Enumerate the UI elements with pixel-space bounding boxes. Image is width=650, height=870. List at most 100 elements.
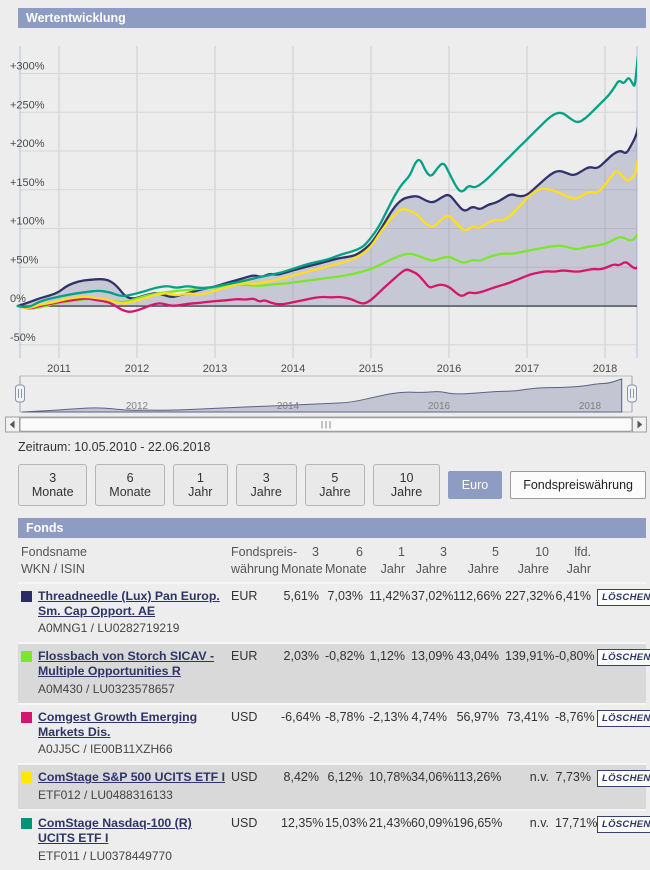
fund-performance-value: 6,41%: [555, 588, 591, 603]
delete-fund-button[interactable]: LÖSCHEN: [597, 588, 650, 606]
fonds-title: Fonds: [26, 521, 64, 535]
delete-fund-button[interactable]: LÖSCHEN: [597, 770, 650, 788]
fund-currency: USD: [231, 816, 258, 830]
delete-fund-button[interactable]: LÖSCHEN: [597, 649, 650, 667]
fund-color-swatch: [21, 711, 32, 723]
scrollbar-thumb[interactable]: [19, 417, 633, 432]
fund-performance-value: -2,13%: [369, 709, 409, 724]
column-header: Fondspreis-währung: [231, 545, 297, 576]
fund-performance-value: 56,97%: [456, 709, 499, 724]
navigator-year-label: 2018: [579, 401, 602, 412]
currency-button-fondspreisw-hrung[interactable]: Fondspreiswährung: [510, 471, 646, 499]
fund-performance-value: -6,64%: [281, 709, 321, 724]
section-header-wertentwicklung: Wertentwicklung: [18, 8, 646, 28]
zeitraum-label: Zeitraum: 10.05.2010 - 22.06.2018: [18, 440, 211, 454]
fund-color-swatch: [21, 651, 32, 663]
fund-performance-value: 43,04%: [456, 649, 499, 664]
column-header: 6 Monate: [325, 545, 367, 576]
fund-performance-value: 13,09%: [411, 649, 454, 664]
navigator-year-label: 2012: [126, 401, 149, 412]
fund-link[interactable]: ComStage S&P 500 UCITS ETF I: [38, 770, 226, 785]
series-line: [16, 159, 637, 309]
fund-wkn-isin: A0MNG1 / LU0282719219: [38, 621, 180, 636]
fund-row: Threadneedle (Lux) Pan Europ. Sm. Cap Op…: [18, 582, 650, 644]
column-header: 5 Jahre: [467, 545, 499, 576]
performance-chart: +300% +250% +200% +150% +100% +50% 0% -50% 2011 2…: [5, 35, 647, 435]
fund-currency: USD: [231, 770, 258, 785]
column-header: 3 Jahre: [415, 545, 447, 576]
column-header: lfd. Jahr: [566, 545, 591, 576]
scrollbar-left-arrow[interactable]: [5, 416, 20, 433]
x-axis-label: 2016: [437, 363, 461, 375]
fund-performance-value: 112,66%: [453, 588, 502, 603]
period-button-10-jahre[interactable]: 10 Jahre: [373, 464, 440, 506]
navigator-left-handle[interactable]: [15, 384, 25, 403]
currency-button-euro[interactable]: Euro: [447, 471, 503, 499]
navigator-area: [21, 378, 623, 413]
section-title: Wertentwicklung: [26, 11, 126, 25]
fund-performance-value: 2,03%: [283, 649, 319, 664]
x-axis-label: 2018: [593, 363, 617, 375]
fund-performance-value: 73,41%: [506, 709, 549, 724]
navigator-right-handle[interactable]: [627, 384, 637, 403]
fund-row: ComStage Nasdaq-100 (R) UCITS ETF I ETF01…: [18, 810, 650, 870]
column-header: 10 Jahre: [517, 545, 549, 576]
fund-performance-value: 8,42%: [283, 770, 319, 785]
fund-link[interactable]: Flossbach von Storch SICAV - Multiple Op…: [38, 649, 215, 678]
fund-performance-value: n.v.: [529, 816, 549, 830]
period-button-3-monate[interactable]: 3 Monate: [18, 464, 88, 506]
series-area: [17, 131, 637, 306]
x-axis-label: 2013: [203, 363, 227, 375]
y-axis-label: 0%: [10, 293, 26, 305]
column-header: 3 Monate: [281, 545, 323, 576]
fund-performance-value: 15,03%: [325, 816, 368, 830]
delete-fund-button[interactable]: LÖSCHEN: [597, 709, 650, 727]
period-button-3-jahre[interactable]: 3 Jahre: [235, 464, 297, 506]
fund-performance-value: 21,43%: [369, 816, 412, 830]
x-axis-label: 2011: [47, 363, 71, 375]
fund-color-swatch: [21, 772, 32, 784]
fund-performance-value: 17,71%: [555, 816, 598, 830]
fund-performance-value: 10,78%: [369, 770, 412, 785]
series-line: [16, 55, 637, 309]
fund-color-swatch: [21, 818, 32, 829]
y-axis-label: +150%: [10, 177, 45, 189]
navigator-year-label: 2014: [277, 401, 300, 412]
fund-performance-value: 6,12%: [327, 770, 363, 785]
column-header: Fondsname WKN / ISIN: [21, 545, 88, 576]
fund-performance-value: 113,26%: [453, 770, 502, 785]
scrollbar-right-arrow[interactable]: [632, 416, 647, 433]
table-header-row: Fondsname WKN / ISIN Fondspreis-währung 3 Mo…: [18, 538, 646, 583]
fund-row: ComStage S&P 500 UCITS ETF I ETF012 / LU0…: [18, 764, 650, 810]
navigator-year-label: 2016: [428, 401, 451, 412]
fund-performance-value: 196,65%: [453, 816, 503, 830]
fund-performance-value: 12,35%: [281, 816, 324, 830]
column-header: 1 Jahr: [380, 545, 405, 576]
fund-wkn-isin: ETF012 / LU0488316133: [38, 788, 173, 802]
fund-link[interactable]: Threadneedle (Lux) Pan Europ. Sm. Cap Op…: [38, 588, 220, 618]
y-axis-label: +300%: [10, 61, 45, 73]
delete-fund-button[interactable]: LÖSCHEN: [597, 816, 650, 833]
fund-color-swatch: [21, 590, 32, 602]
y-axis-label: +100%: [10, 216, 45, 228]
column-header: [594, 538, 646, 583]
fund-link[interactable]: Comgest Growth Emerging Markets Dis.: [38, 709, 198, 739]
fund-performance-value: 7,73%: [555, 770, 591, 785]
period-button-1-jahr[interactable]: 1 Jahr: [172, 464, 228, 506]
fund-performance-value: 1,12%: [369, 649, 405, 664]
fund-row: Comgest Growth Emerging Markets Dis. A0JJ…: [18, 703, 650, 765]
period-button-6-monate[interactable]: 6 Monate: [95, 464, 165, 506]
fonds-table: Fondsname WKN / ISIN Fondspreis-währung 3 Mo…: [18, 538, 650, 870]
x-axis-label: 2014: [281, 363, 305, 375]
fund-performance-value: -0,80%: [555, 649, 595, 664]
y-axis-label: +200%: [10, 138, 45, 150]
fund-currency: USD: [231, 709, 258, 724]
fund-wkn-isin: A0M430 / LU0323578657: [38, 681, 175, 696]
fund-wkn-isin: A0JJ5C / IE00B11XZH66: [38, 742, 173, 757]
fund-performance-value: 60,09%: [411, 816, 454, 830]
fund-link[interactable]: ComStage Nasdaq-100 (R) UCITS ETF I: [38, 816, 192, 845]
period-button-5-jahre[interactable]: 5 Jahre: [304, 464, 366, 506]
series-line: [16, 261, 637, 313]
fund-performance-value: 139,91%: [505, 649, 555, 664]
fund-performance-value: 227,32%: [505, 588, 555, 603]
